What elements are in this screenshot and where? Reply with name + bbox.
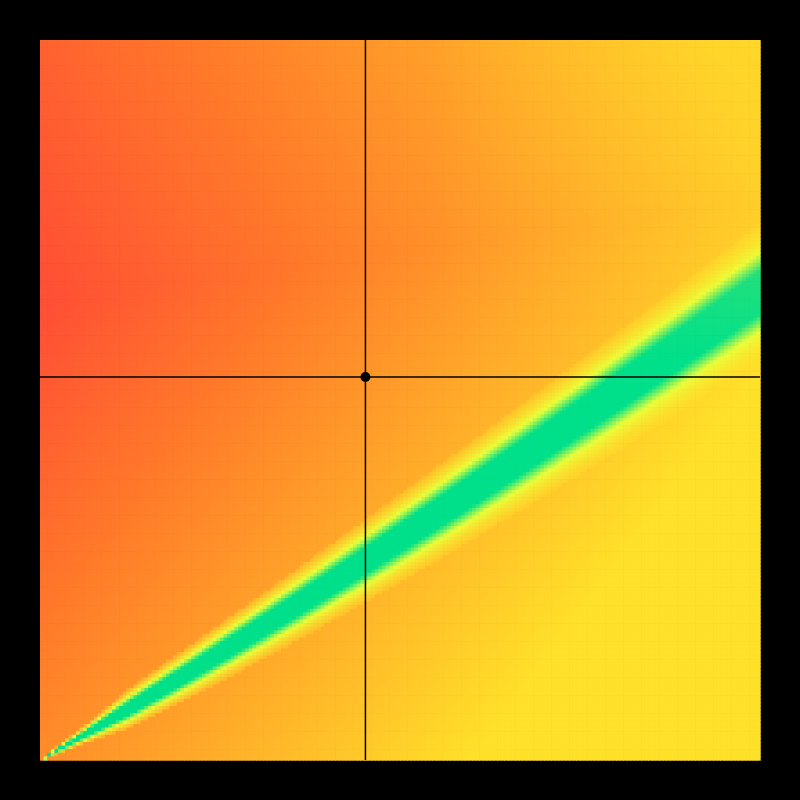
bottleneck-heatmap [0, 0, 800, 800]
attribution-text: TheBottleneck.com [555, 6, 758, 32]
chart-container: TheBottleneck.com [0, 0, 800, 800]
